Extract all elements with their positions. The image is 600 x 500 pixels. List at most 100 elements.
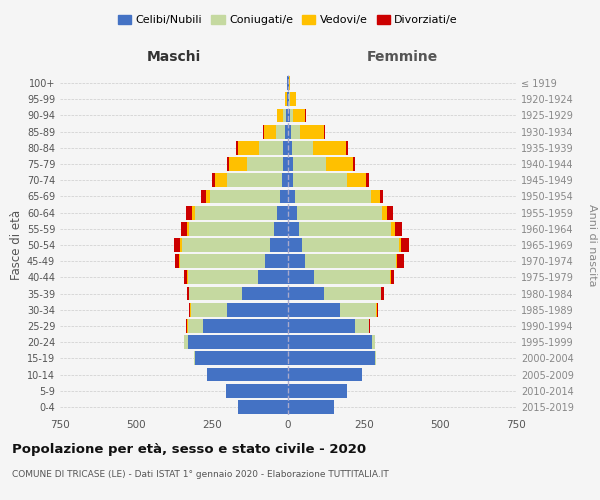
Bar: [238, 400, 288, 414]
Bar: [290, 92, 296, 106]
Bar: [369, 319, 370, 333]
Bar: [191, 303, 227, 316]
Bar: [347, 174, 367, 187]
Bar: [181, 222, 187, 235]
Bar: [291, 125, 300, 138]
Bar: [288, 303, 340, 316]
Bar: [288, 125, 291, 138]
Bar: [288, 254, 305, 268]
Bar: [293, 174, 347, 187]
Bar: [377, 303, 378, 316]
Bar: [189, 286, 242, 300]
Bar: [283, 157, 288, 171]
Bar: [290, 108, 293, 122]
Bar: [293, 108, 305, 122]
Bar: [288, 336, 371, 349]
Bar: [194, 352, 195, 365]
Bar: [215, 174, 227, 187]
Bar: [396, 254, 397, 268]
Bar: [247, 157, 283, 171]
Bar: [292, 141, 313, 154]
Bar: [288, 238, 302, 252]
Bar: [288, 222, 299, 235]
Bar: [202, 190, 206, 203]
Bar: [287, 76, 288, 90]
Bar: [299, 222, 391, 235]
Bar: [187, 222, 189, 235]
Text: Popolazione per età, sesso e stato civile - 2020: Popolazione per età, sesso e stato civil…: [12, 442, 366, 456]
Bar: [382, 206, 387, 220]
Bar: [238, 141, 259, 154]
Bar: [300, 125, 325, 138]
Bar: [353, 157, 355, 171]
Bar: [175, 254, 179, 268]
Bar: [282, 174, 288, 187]
Bar: [286, 108, 288, 122]
Bar: [186, 206, 192, 220]
Bar: [305, 254, 396, 268]
Bar: [302, 238, 399, 252]
Bar: [313, 141, 346, 154]
Bar: [285, 125, 288, 138]
Bar: [288, 352, 374, 365]
Bar: [184, 336, 188, 349]
Bar: [189, 222, 274, 235]
Bar: [390, 270, 391, 284]
Text: COMUNE DI TRICASE (LE) - Dati ISTAT 1° gennaio 2020 - Elaborazione TUTTITALIA.IT: COMUNE DI TRICASE (LE) - Dati ISTAT 1° g…: [12, 470, 389, 479]
Bar: [314, 270, 390, 284]
Bar: [187, 286, 188, 300]
Bar: [187, 270, 188, 284]
Bar: [395, 222, 401, 235]
Bar: [206, 190, 211, 203]
Bar: [355, 319, 368, 333]
Bar: [259, 141, 283, 154]
Bar: [287, 92, 288, 106]
Text: Anni di nascita: Anni di nascita: [587, 204, 597, 286]
Bar: [188, 270, 257, 284]
Bar: [265, 254, 288, 268]
Bar: [184, 270, 187, 284]
Bar: [387, 206, 393, 220]
Bar: [227, 174, 282, 187]
Bar: [380, 190, 383, 203]
Bar: [288, 206, 296, 220]
Bar: [376, 303, 377, 316]
Bar: [391, 222, 395, 235]
Bar: [346, 141, 348, 154]
Bar: [227, 303, 288, 316]
Bar: [381, 286, 382, 300]
Bar: [208, 368, 288, 382]
Bar: [305, 108, 306, 122]
Bar: [195, 206, 277, 220]
Bar: [288, 190, 295, 203]
Bar: [188, 286, 189, 300]
Bar: [397, 254, 404, 268]
Bar: [277, 206, 288, 220]
Bar: [293, 157, 326, 171]
Text: Femmine: Femmine: [367, 50, 437, 64]
Bar: [391, 270, 394, 284]
Bar: [236, 141, 238, 154]
Bar: [288, 319, 355, 333]
Bar: [295, 190, 371, 203]
Bar: [288, 92, 289, 106]
Bar: [340, 303, 376, 316]
Bar: [203, 319, 288, 333]
Bar: [180, 238, 182, 252]
Bar: [374, 352, 376, 365]
Bar: [187, 319, 188, 333]
Bar: [382, 286, 384, 300]
Bar: [190, 303, 191, 316]
Bar: [188, 336, 288, 349]
Bar: [174, 238, 180, 252]
Bar: [288, 368, 362, 382]
Bar: [289, 92, 290, 106]
Bar: [188, 319, 203, 333]
Bar: [288, 286, 325, 300]
Bar: [179, 254, 180, 268]
Bar: [212, 174, 215, 187]
Bar: [326, 157, 353, 171]
Bar: [211, 190, 280, 203]
Text: Maschi: Maschi: [147, 50, 201, 64]
Bar: [288, 384, 347, 398]
